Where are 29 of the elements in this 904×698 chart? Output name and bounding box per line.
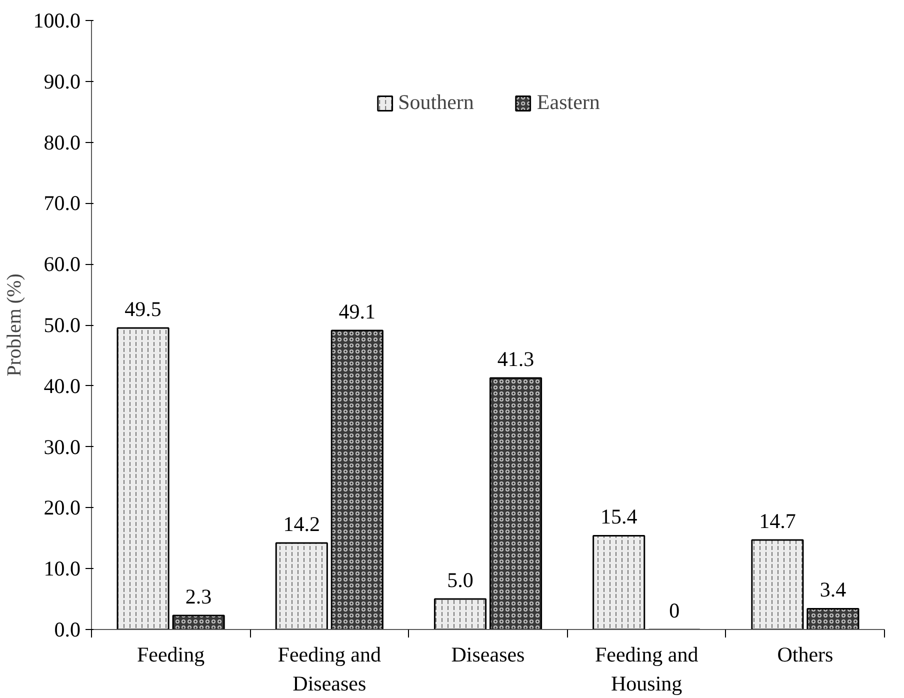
data-label: 49.1 — [338, 299, 376, 324]
y-tick-label: 80.0 — [44, 130, 80, 154]
y-tick-label: 40.0 — [44, 374, 80, 398]
data-label: 41.3 — [497, 346, 534, 371]
legend-label: Southern — [398, 90, 474, 115]
x-tick-label: Diseases — [451, 642, 525, 666]
legend-label: Eastern — [536, 90, 600, 115]
x-tick-label: Feeding — [136, 642, 206, 666]
y-tick-label: 30.0 — [44, 434, 80, 459]
data-label: 14.7 — [759, 508, 796, 533]
y-tick-label: 10.0 — [44, 556, 80, 581]
y-axis-title: Problem (%) — [3, 274, 26, 376]
data-label: 15.4 — [600, 504, 638, 529]
data-label: 0 — [669, 598, 680, 622]
y-tick-label: 50.0 — [44, 313, 80, 337]
y-tick-label: 100.0 — [33, 8, 80, 32]
y-tick-label: 0.0 — [54, 618, 80, 642]
y-tick-label: 90.0 — [44, 69, 80, 94]
x-tick-label: Feeding and Housing — [594, 642, 699, 696]
data-label: 2.3 — [185, 584, 212, 608]
x-tick-label: Feeding and Diseases — [278, 642, 382, 696]
x-tick-label: Others — [777, 642, 834, 666]
data-label: 3.4 — [820, 578, 847, 602]
data-label: 49.5 — [124, 296, 162, 321]
data-label: 14.2 — [283, 512, 320, 536]
data-label: 5.0 — [447, 568, 474, 592]
y-tick-label: 70.0 — [44, 191, 80, 216]
y-tick-label: 60.0 — [44, 252, 80, 276]
y-tick-label: 20.0 — [44, 496, 80, 520]
